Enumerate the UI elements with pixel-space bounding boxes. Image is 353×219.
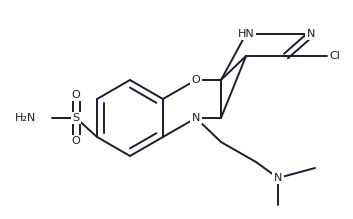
Text: HN: HN — [238, 29, 255, 39]
Text: Cl: Cl — [330, 51, 340, 61]
Text: O: O — [192, 75, 201, 85]
Text: H₂N: H₂N — [15, 113, 36, 123]
Text: N: N — [274, 173, 282, 183]
Text: N: N — [192, 113, 200, 123]
Text: S: S — [72, 113, 79, 123]
Text: O: O — [72, 136, 80, 146]
Text: O: O — [72, 90, 80, 100]
Text: N: N — [307, 29, 315, 39]
